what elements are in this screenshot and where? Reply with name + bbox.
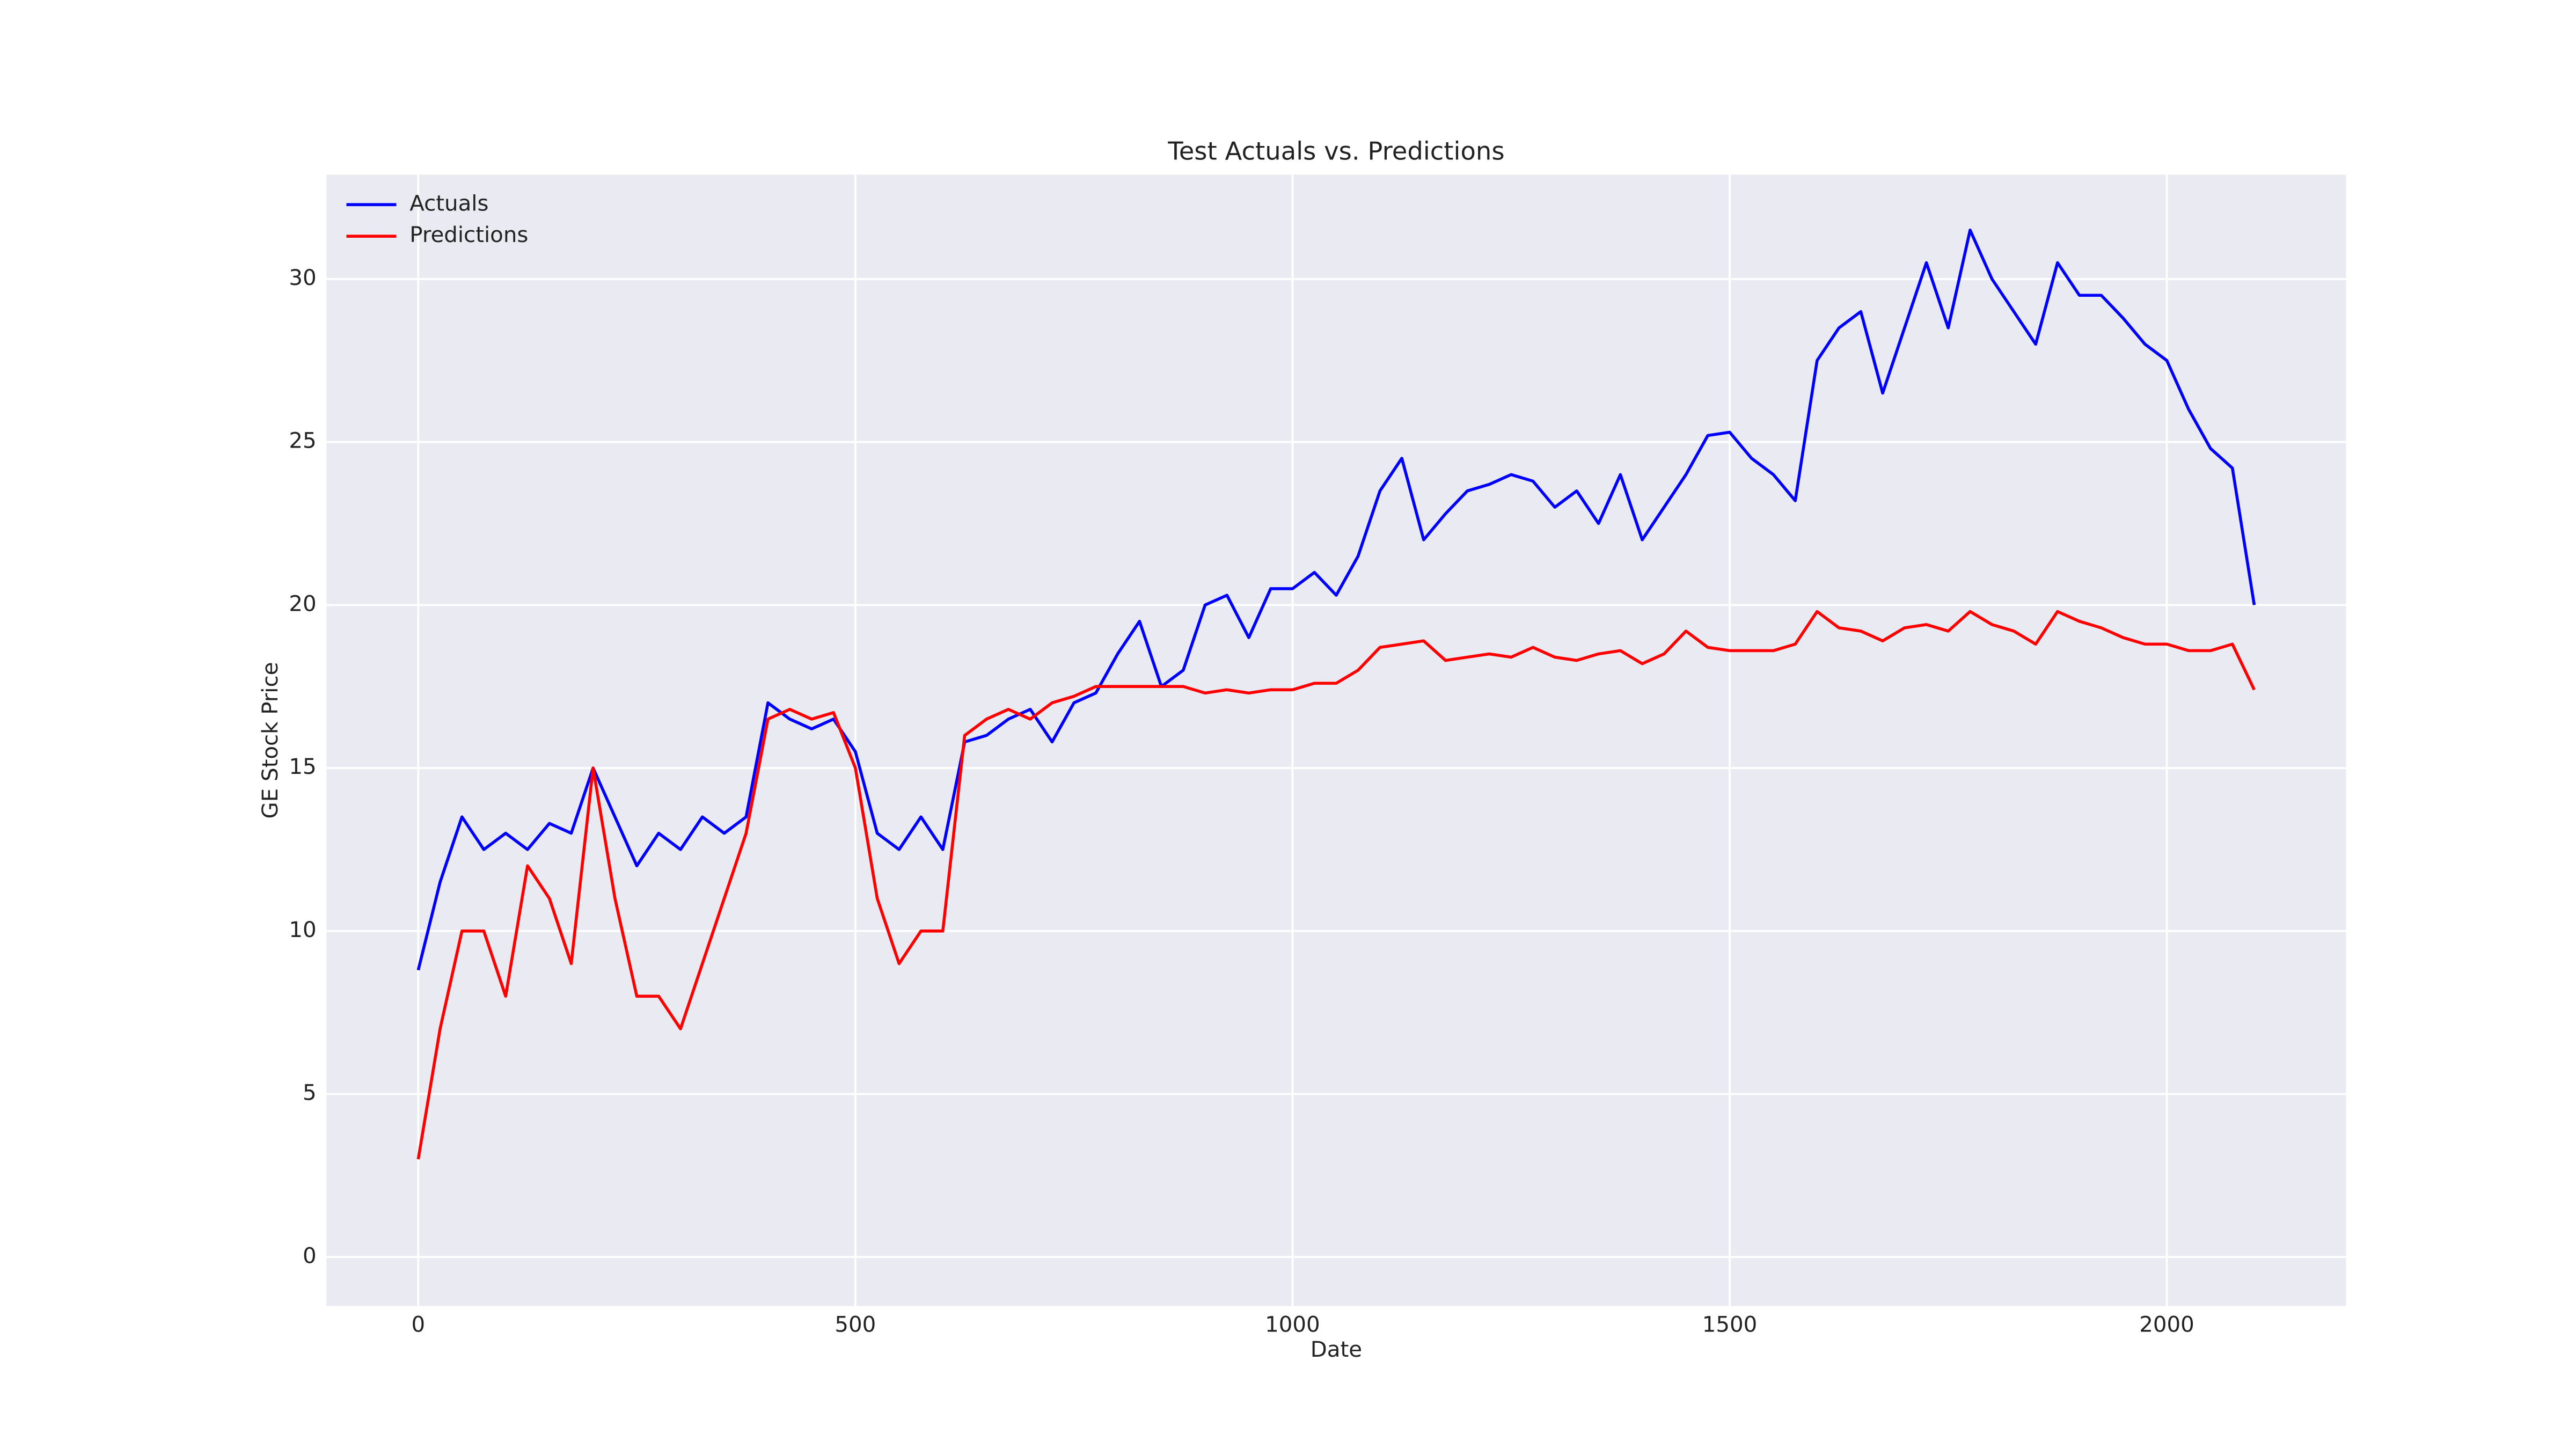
data-line	[416, 610, 2256, 1160]
x-tick-label: 500	[835, 1312, 876, 1337]
lines	[416, 228, 2256, 1160]
y-tick-label: 20	[289, 591, 316, 616]
x-tick-label: 0	[412, 1312, 426, 1337]
y-tick-label: 0	[303, 1243, 317, 1268]
x-tick-label: 2000	[2139, 1312, 2194, 1337]
plot-area	[326, 174, 2346, 1306]
y-tick-label: 30	[289, 265, 316, 290]
y-axis-label: GE Stock Price	[258, 662, 283, 818]
y-tick-label: 5	[303, 1080, 317, 1106]
data-line	[416, 228, 2256, 971]
x-tick-label: 1000	[1265, 1312, 1320, 1337]
x-axis-label: Date	[1311, 1337, 1362, 1362]
y-tick-label: 15	[289, 754, 316, 779]
y-tick-label: 10	[289, 917, 316, 942]
x-tick-label: 1500	[1702, 1312, 1758, 1337]
chart-title: Test Actuals vs. Predictions	[1167, 137, 1504, 166]
y-tick-label: 25	[289, 428, 316, 453]
legend-label: Actuals	[409, 191, 488, 216]
legend-label: Predictions	[409, 222, 528, 247]
